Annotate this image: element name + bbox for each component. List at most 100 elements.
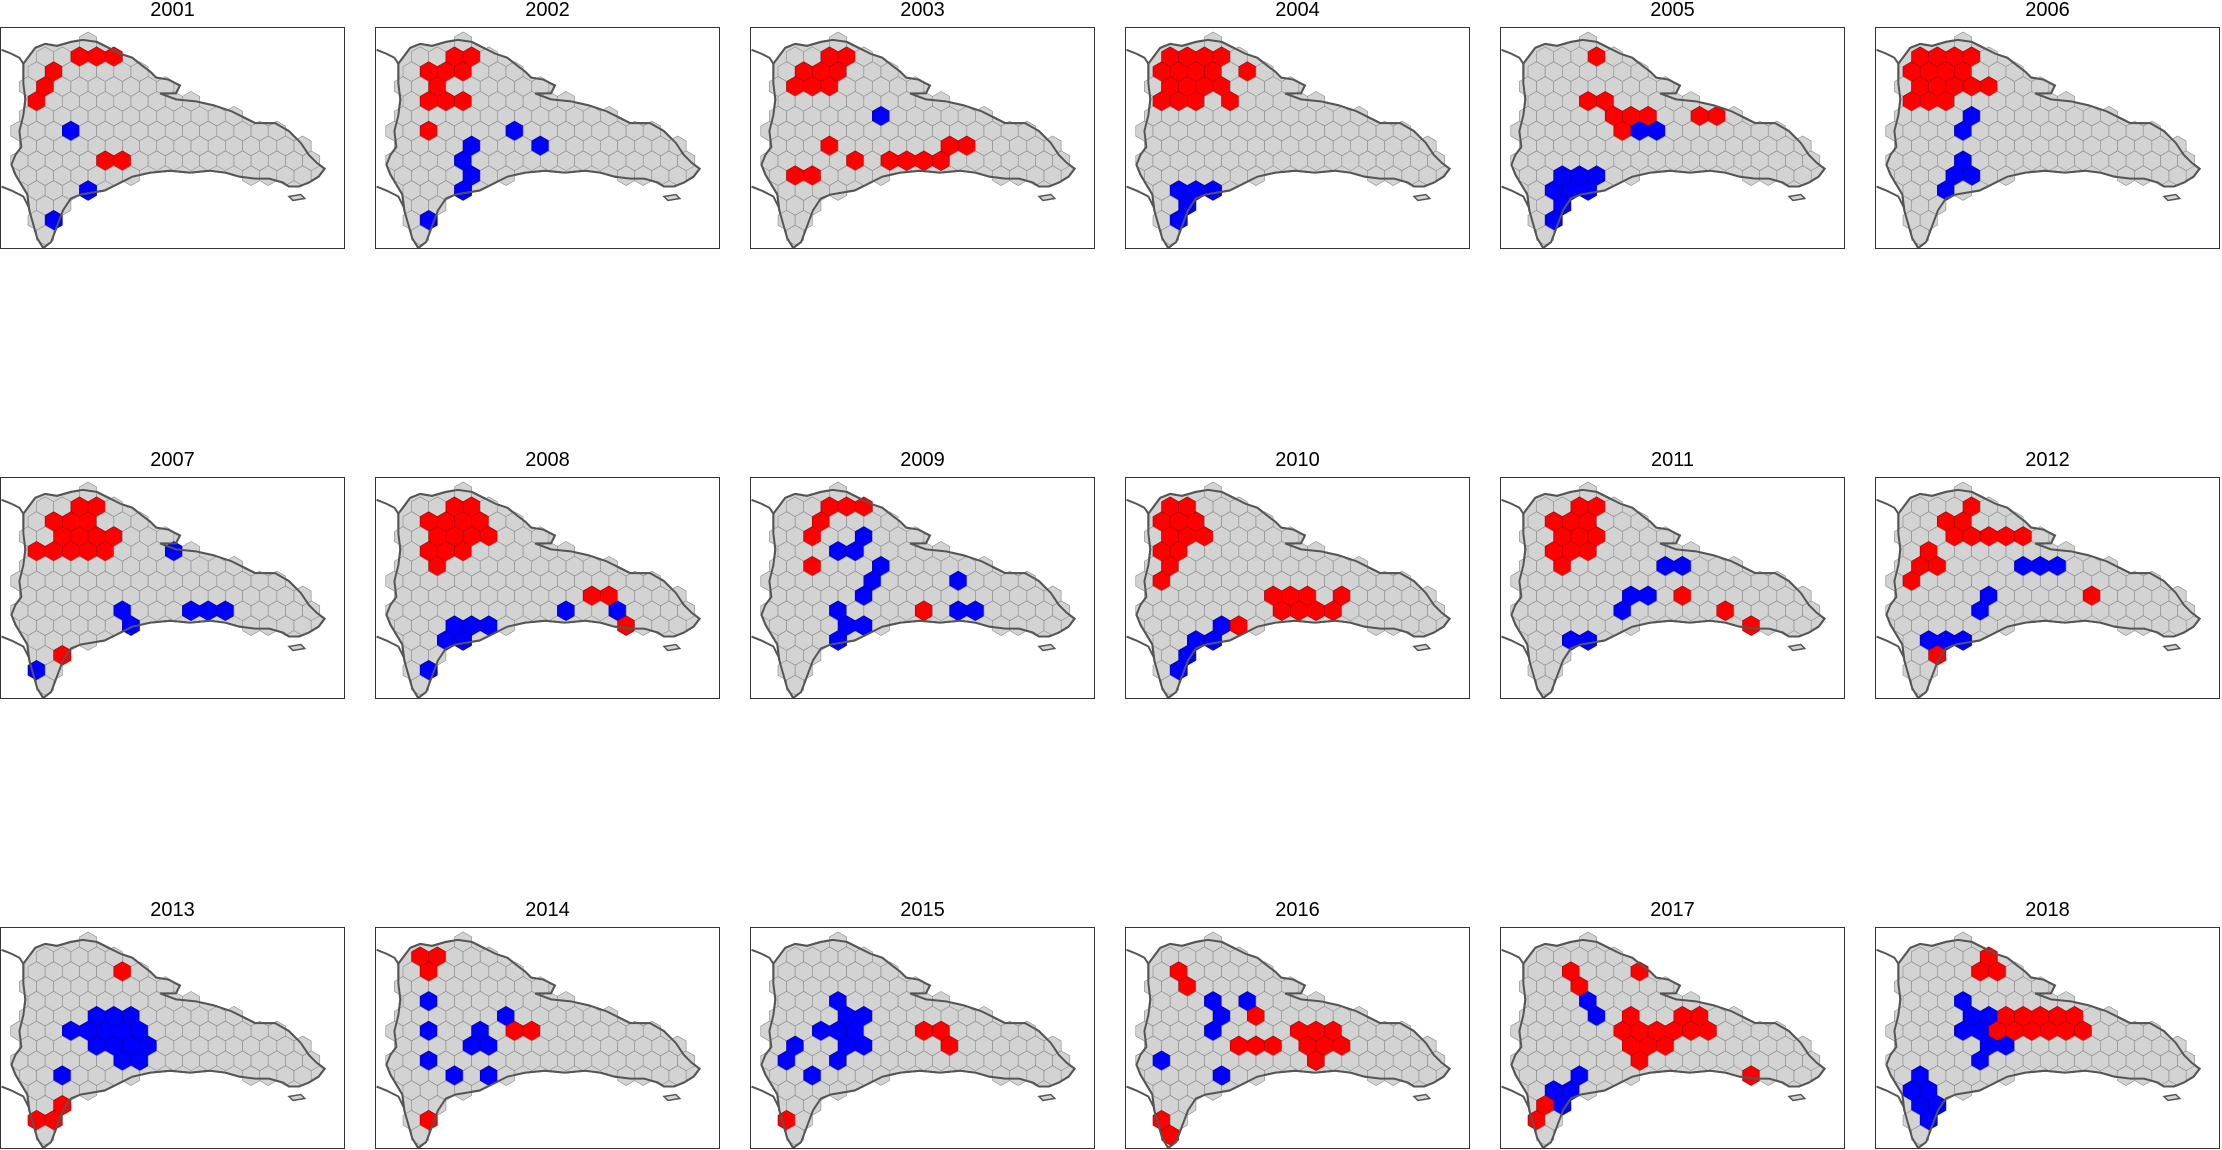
map-frame bbox=[1500, 477, 1845, 699]
panel-title: 2016 bbox=[1275, 899, 1320, 921]
map-panel-2009: 2009 bbox=[750, 450, 1095, 700]
map-frame bbox=[375, 27, 720, 249]
panel-title: 2001 bbox=[150, 0, 195, 21]
map-frame bbox=[750, 927, 1095, 1149]
panel-title: 2007 bbox=[150, 449, 195, 471]
hex-cell-neutral bbox=[1536, 674, 1554, 696]
border-line bbox=[1126, 948, 1150, 965]
map-panel-2012: 2012 bbox=[1875, 450, 2220, 700]
border-line bbox=[751, 498, 775, 515]
hex-map bbox=[1501, 931, 1827, 1148]
hex-cell-neutral bbox=[786, 674, 804, 696]
hex-map bbox=[1126, 481, 1452, 698]
hex-map bbox=[1, 481, 327, 698]
map-frame bbox=[750, 27, 1095, 249]
panel-title: 2018 bbox=[2025, 899, 2070, 921]
hex-cell-neutral bbox=[411, 674, 429, 696]
coastline bbox=[760, 38, 1077, 248]
map-frame bbox=[1125, 927, 1470, 1149]
hex-cell-neutral bbox=[786, 224, 804, 246]
coastline bbox=[1885, 488, 2202, 698]
map-panel-2002: 2002 bbox=[375, 0, 720, 250]
coastline bbox=[760, 488, 1077, 698]
map-frame bbox=[375, 927, 720, 1149]
hex-cell-neutral bbox=[786, 1124, 804, 1146]
hex-cell-neutral bbox=[411, 224, 429, 246]
panel-title: 2002 bbox=[525, 0, 570, 21]
map-frame bbox=[0, 477, 345, 699]
hex-map bbox=[1126, 31, 1452, 248]
islet bbox=[662, 193, 682, 202]
map-frame bbox=[1875, 27, 2220, 249]
coastline bbox=[10, 938, 327, 1148]
hex-map bbox=[751, 31, 1077, 248]
hex-map bbox=[1, 31, 327, 248]
border-line bbox=[751, 48, 775, 65]
panel-title: 2006 bbox=[2025, 0, 2070, 21]
panel-title: 2011 bbox=[1650, 449, 1694, 471]
panel-title: 2010 bbox=[1275, 449, 1320, 471]
hex-cell-neutral bbox=[36, 674, 54, 696]
border-line bbox=[751, 948, 775, 965]
border-line bbox=[1126, 48, 1150, 65]
coastline bbox=[1510, 938, 1827, 1148]
coastline bbox=[1135, 938, 1452, 1148]
islet bbox=[1412, 1093, 1432, 1102]
map-panel-2017: 2017 bbox=[1500, 900, 1845, 1150]
hex-cell-hot bbox=[1161, 1124, 1179, 1146]
border-line bbox=[1501, 498, 1525, 515]
hex-cell-neutral bbox=[1161, 224, 1179, 246]
map-panel-2004: 2004 bbox=[1125, 0, 1470, 250]
map-frame bbox=[1125, 477, 1470, 699]
islet bbox=[287, 1093, 307, 1102]
border-line bbox=[1501, 48, 1525, 65]
map-panel-2011: 2011 bbox=[1500, 450, 1845, 700]
islet bbox=[2162, 193, 2182, 202]
hex-map bbox=[1501, 31, 1827, 248]
islet bbox=[287, 193, 307, 202]
map-frame bbox=[375, 477, 720, 699]
panel-title: 2015 bbox=[900, 899, 945, 921]
map-panel-2006: 2006 bbox=[1875, 0, 2220, 250]
hex-cell-neutral bbox=[36, 1124, 54, 1146]
map-panel-2001: 2001 bbox=[0, 0, 345, 250]
coastline bbox=[1885, 938, 2202, 1148]
coastline bbox=[760, 938, 1077, 1148]
map-panel-2018: 2018 bbox=[1875, 900, 2220, 1150]
map-frame bbox=[1875, 477, 2220, 699]
map-frame bbox=[1125, 27, 1470, 249]
map-panel-2003: 2003 bbox=[750, 0, 1095, 250]
islet bbox=[1787, 193, 1807, 202]
islet bbox=[1037, 193, 1057, 202]
hex-map bbox=[1876, 931, 2202, 1148]
islet bbox=[1412, 193, 1432, 202]
border-line bbox=[1126, 498, 1150, 515]
map-frame bbox=[1500, 27, 1845, 249]
islet bbox=[2162, 1093, 2182, 1102]
panel-title: 2004 bbox=[1275, 0, 1320, 21]
panel-title: 2017 bbox=[1650, 899, 1695, 921]
islet bbox=[1037, 643, 1057, 652]
hex-cell-neutral bbox=[411, 1124, 429, 1146]
border-line bbox=[1876, 498, 1900, 515]
coastline bbox=[385, 938, 702, 1148]
border-line bbox=[1501, 948, 1525, 965]
map-panel-2008: 2008 bbox=[375, 450, 720, 700]
coastline bbox=[10, 38, 327, 248]
map-panel-2013: 2013 bbox=[0, 900, 345, 1150]
hex-cell-neutral bbox=[36, 224, 54, 246]
panel-title: 2009 bbox=[900, 449, 945, 471]
coastline bbox=[1135, 38, 1452, 248]
map-frame bbox=[750, 477, 1095, 699]
hex-map bbox=[376, 931, 702, 1148]
coastline bbox=[1510, 488, 1827, 698]
hex-map bbox=[1501, 481, 1827, 698]
map-frame bbox=[0, 27, 345, 249]
map-panel-2016: 2016 bbox=[1125, 900, 1470, 1150]
coastline bbox=[1885, 38, 2202, 248]
map-panel-2007: 2007 bbox=[0, 450, 345, 700]
border-line bbox=[1, 498, 25, 515]
coastline bbox=[1510, 38, 1827, 248]
panel-title: 2005 bbox=[1650, 0, 1695, 21]
